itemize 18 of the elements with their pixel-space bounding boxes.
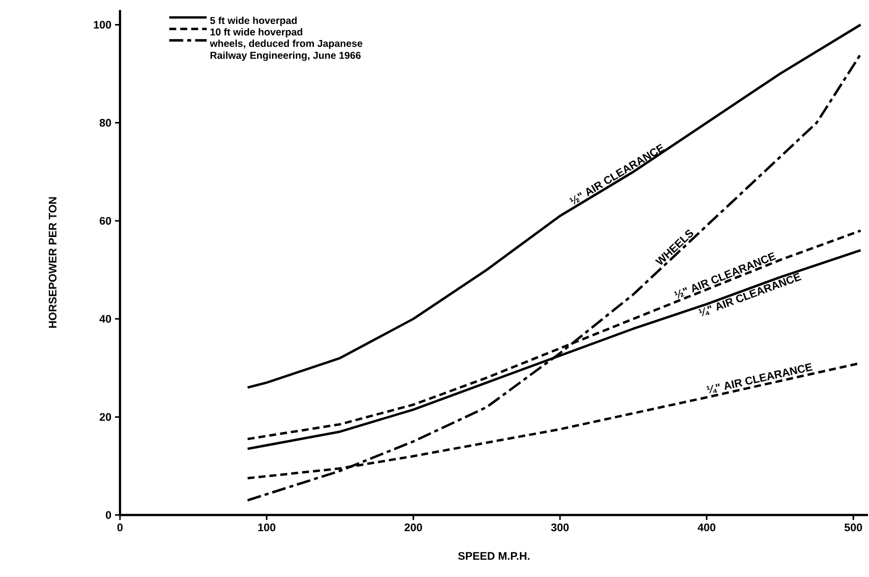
y-tick-label: 0 [106,511,112,519]
y-tick-label: 40 [99,315,112,323]
x-tick-label: 300 [551,524,569,532]
x-axis-title: SPEED M.P.H. [458,552,530,560]
y-tick-label: 80 [100,118,112,127]
legend-label: 10 ft wide hoverpad [210,28,302,38]
y-axis-title: HORSEPOWER PER TON [48,197,56,328]
x-tick-label: 500 [844,524,862,532]
line-series [246,52,862,502]
y-tick-label: 20 [100,413,112,421]
legend-label: 5 ft wide hoverpad [210,16,297,26]
y-tick-label: 100 [94,20,112,29]
x-tick-label: 0 [117,524,123,532]
y-tick-label: 60 [100,216,112,225]
x-tick-label: 100 [258,524,276,532]
x-tick-label: 400 [698,524,716,532]
legend-label: wheels, deduced from Japanese Railway Engineering, June 1966 [210,40,362,61]
x-tick-label: 200 [404,524,422,532]
